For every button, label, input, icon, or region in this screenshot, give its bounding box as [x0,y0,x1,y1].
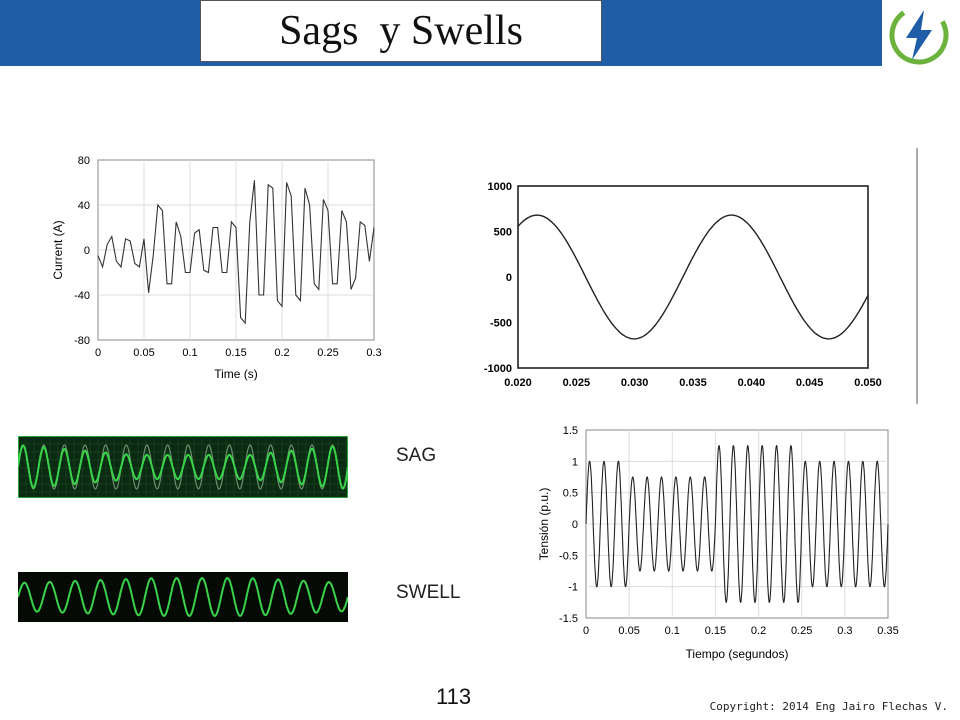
y-axis-label: Current (A) [51,220,65,279]
x-tick-label: 0.3 [366,347,381,359]
y-tick-label: -1.5 [559,613,578,625]
x-tick-label: 0.040 [738,377,766,389]
x-axis-label: Tiempo (segundos) [686,647,789,661]
swell-label: SWELL [396,582,461,603]
y-tick-label: 40 [78,200,90,212]
y-tick-label: 0 [84,245,90,257]
y-tick-label: 1.5 [563,425,578,437]
x-tick-label: 0.3 [837,625,852,637]
y-tick-label: -40 [74,290,90,302]
sag-scope [18,436,348,498]
x-axis-label: Time (s) [214,367,258,381]
page-title: Sags y Swells [279,8,523,54]
y-tick-label: -80 [74,335,90,347]
y-tick-label: -1 [568,582,578,594]
x-tick-label: 0.045 [796,377,824,389]
x-tick-label: 0 [95,347,101,359]
transient-series-line [517,214,869,340]
current-series-line [97,180,375,325]
swell-wave [18,577,348,617]
x-tick-label: 0.030 [621,377,649,389]
x-tick-label: 0.035 [679,377,707,389]
copyright-text: Copyright: 2014 Eng Jairo Flechas V. [709,700,948,713]
x-tick-label: 0.050 [854,377,882,389]
transient-chart: 1000 500 0 -500 -1000 0.020 0.025 0.030 0.035 0.… [456,148,918,404]
x-tick-label: 0.25 [791,625,812,637]
tension-series-line [585,444,889,604]
page-number: 113 [436,684,472,709]
sag-wave [18,444,348,490]
y-tick-label: 0 [506,272,512,284]
y-tick-label: 0.5 [563,488,578,500]
x-tick-label: 0.2 [274,347,289,359]
y-tick-label: -0.5 [559,550,578,562]
plot-area [517,185,869,369]
x-tick-label: 0.15 [225,347,246,359]
y-tick-label: -500 [490,318,512,330]
x-tick-label: 0.020 [504,377,532,389]
y-axis-label: Tensión (p.u.) [537,488,551,561]
y-tick-label: -1000 [484,363,512,375]
swell-scope [18,572,348,622]
sag-label: SAG [396,445,437,466]
y-tick-label: 500 [494,227,512,239]
x-tick-label: 0.2 [751,625,766,637]
current-chart: 80 40 0 -40 -80 0 0.05 0.1 0.15 0.2 0.25 0.3 Time … [51,155,382,381]
x-tick-label: 0.35 [877,625,898,637]
y-tick-label: 1 [572,456,578,468]
x-tick-label: 0.15 [705,625,726,637]
y-tick-label: 80 [78,155,90,167]
y-tick-label: 0 [572,519,578,531]
title-box: Sags y Swells [200,0,602,62]
x-tick-label: 0.05 [133,347,154,359]
x-tick-label: 0.05 [618,625,639,637]
x-tick-label: 0.1 [665,625,680,637]
x-tick-label: 0 [583,625,589,637]
y-tick-label: 1000 [488,181,512,193]
x-tick-label: 0.25 [317,347,338,359]
tension-chart: 1.5 1 0.5 0 -0.5 -1 -1.5 0 0.05 0.1 0.15 0.2 0.25 0.… [518,420,910,670]
lightning-bolt-icon [889,5,949,65]
x-tick-label: 0.1 [182,347,197,359]
x-tick-label: 0.025 [563,377,591,389]
